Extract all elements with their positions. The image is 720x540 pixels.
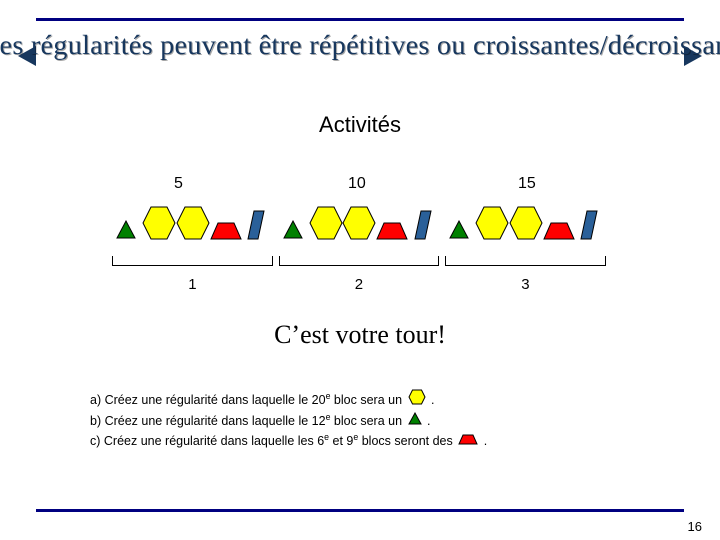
scale-10: 10	[348, 175, 366, 193]
question-a: a) Créez une régularité dans laquelle le…	[90, 390, 487, 411]
pattern-shape-12	[476, 200, 508, 248]
page-number: 16	[688, 519, 702, 534]
slide: Les régularités peuvent être répétitives…	[0, 0, 720, 540]
group-label-3: 3	[521, 276, 529, 293]
pattern-shape-9	[376, 200, 408, 248]
pattern-shape-15	[576, 200, 608, 248]
pattern-shape-13	[510, 200, 542, 248]
triangle-icon	[408, 412, 422, 430]
q-a-p2: .	[428, 393, 435, 407]
q-b-p1: bloc sera un	[330, 415, 405, 429]
border-bottom	[36, 509, 684, 512]
q-a-p1: bloc sera un	[330, 393, 405, 407]
subtitle: Activités	[0, 112, 720, 138]
pattern-shape-2	[143, 200, 175, 248]
pattern-shape-6	[277, 200, 309, 248]
pattern-shape-10	[410, 200, 442, 248]
q-c-pre: c) Créez une régularité dans laquelle le…	[90, 435, 324, 449]
q-c-p1: blocs seront des	[358, 435, 456, 449]
page-title: Les régularités peuvent être répétitives…	[0, 30, 720, 61]
group-label-2: 2	[355, 276, 363, 293]
scale-labels: 5 10 15	[120, 175, 600, 195]
questions: a) Créez une régularité dans laquelle le…	[90, 390, 487, 451]
q-c-mid: et 9	[329, 435, 353, 449]
group-brackets	[110, 256, 610, 270]
question-b: b) Créez une régularité dans laquelle le…	[90, 411, 487, 431]
pattern-shape-5	[243, 200, 275, 248]
scale-15: 15	[518, 175, 536, 193]
pattern-shape-7	[310, 200, 342, 248]
scale-5: 5	[174, 175, 183, 193]
pattern-shape-8	[343, 200, 375, 248]
q-a-pre: a) Créez une régularité dans laquelle le…	[90, 393, 326, 407]
border-top	[36, 18, 684, 21]
group-bracket-3	[445, 256, 606, 266]
tagline: C’est votre tour!	[0, 320, 720, 350]
q-c-p2: .	[480, 435, 487, 449]
pattern-shape-1	[110, 200, 142, 248]
group-label-1: 1	[188, 276, 196, 293]
hexagon-icon	[408, 389, 426, 410]
pattern-shape-3	[177, 200, 209, 248]
pattern-shape-14	[543, 200, 575, 248]
pattern-shape-4	[210, 200, 242, 248]
q-b-pre: b) Créez une régularité dans laquelle le…	[90, 415, 326, 429]
pattern-shape-11	[443, 200, 475, 248]
pattern-row	[110, 200, 610, 248]
question-c: c) Créez une régularité dans laquelle le…	[90, 431, 487, 451]
group-bracket-2	[279, 256, 440, 266]
group-bracket-1	[112, 256, 273, 266]
trapezoid-icon	[458, 432, 478, 450]
q-b-p2: .	[424, 415, 431, 429]
